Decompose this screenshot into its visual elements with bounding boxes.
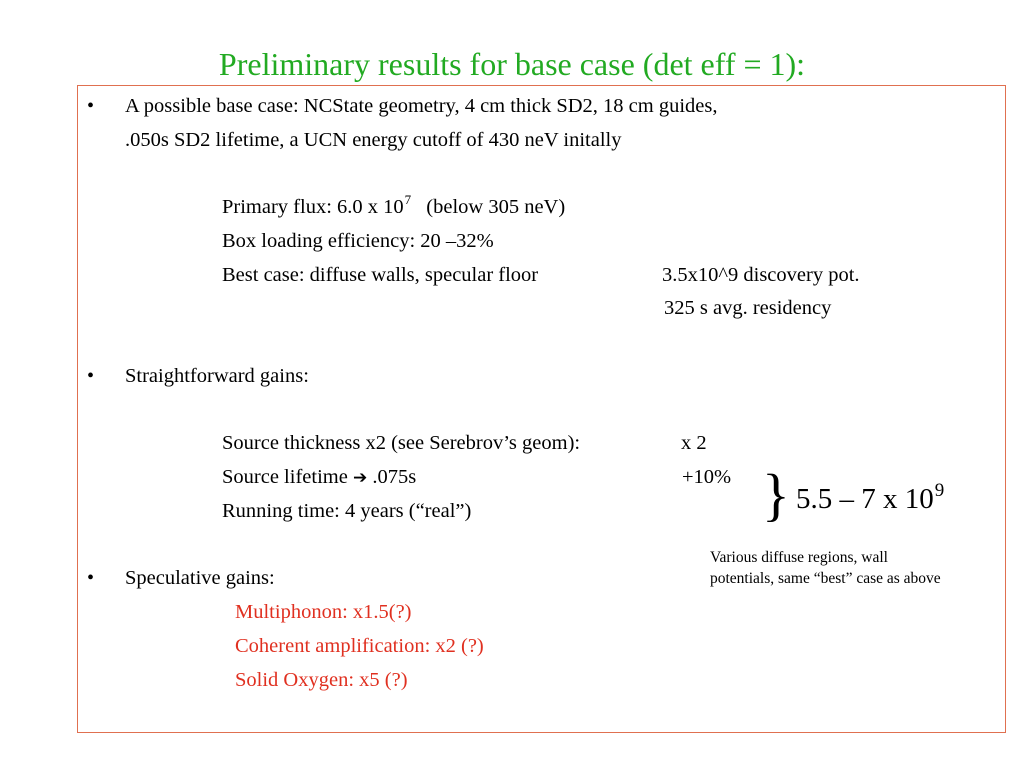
speculative-item-solid-oxygen: Solid Oxygen: x5 (?) [235, 669, 408, 691]
note-line-1: Various diffuse regions, wall [710, 549, 888, 566]
primary-flux-exponent: 7 [404, 192, 412, 207]
primary-flux-note: (below 305 neV) [426, 196, 566, 218]
primary-flux: Primary flux: 6.0 x 107 (below 305 neV) [222, 192, 566, 221]
source-lifetime-gain: +10% [682, 466, 732, 488]
combined-result-value: 5.5 – 7 x 10 [796, 483, 934, 515]
discovery-potential: 3.5x10^9 discovery pot. [662, 264, 860, 286]
source-thickness-gain: x 2 [681, 432, 707, 454]
speculative-item-coherent-amplification: Coherent amplification: x2 (?) [235, 635, 484, 657]
box-loading-efficiency: Box loading efficiency: 20 –32% [222, 230, 494, 252]
best-case: Best case: diffuse walls, specular floor [222, 264, 539, 286]
source-lifetime-label: Source lifetime [222, 466, 348, 488]
combined-result-exponent: 9 [934, 480, 945, 501]
grouping-brace: } [762, 462, 790, 527]
source-lifetime: Source lifetime ➔ .075s [222, 465, 416, 490]
source-lifetime-value: .075s [372, 466, 417, 488]
source-thickness: Source thickness x2 (see Serebrov’s geom… [222, 432, 581, 454]
slide-title: Preliminary results for base case (det e… [218, 46, 806, 82]
bullet-marker: • [87, 95, 95, 117]
running-time: Running time: 4 years (“real”) [222, 500, 472, 522]
straightforward-heading: Straightforward gains: [125, 365, 309, 387]
content-frame [77, 85, 1006, 733]
combined-result: 5.5 – 7 x 109 [796, 480, 945, 520]
avg-residency: 325 s avg. residency [664, 297, 832, 319]
base-case-line-2: .050s SD2 lifetime, a UCN energy cutoff … [125, 129, 622, 151]
note-line-2: potentials, same “best” case as above [710, 570, 941, 587]
bullet-marker: • [87, 365, 95, 387]
base-case-line-1: A possible base case: NCState geometry, … [125, 95, 718, 117]
speculative-item-multiphonon: Multiphonon: x1.5(?) [235, 601, 412, 623]
right-arrow-icon: ➔ [352, 468, 368, 488]
speculative-heading: Speculative gains: [125, 567, 275, 589]
bullet-marker: • [87, 567, 95, 589]
primary-flux-label: Primary flux: 6.0 x 10 [222, 196, 404, 218]
